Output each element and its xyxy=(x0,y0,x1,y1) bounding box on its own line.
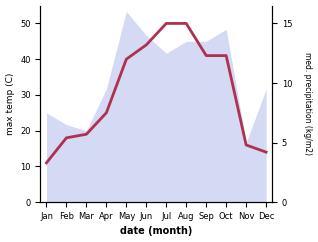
X-axis label: date (month): date (month) xyxy=(120,227,192,236)
Y-axis label: med. precipitation (kg/m2): med. precipitation (kg/m2) xyxy=(303,52,313,155)
Y-axis label: max temp (C): max temp (C) xyxy=(5,73,15,135)
